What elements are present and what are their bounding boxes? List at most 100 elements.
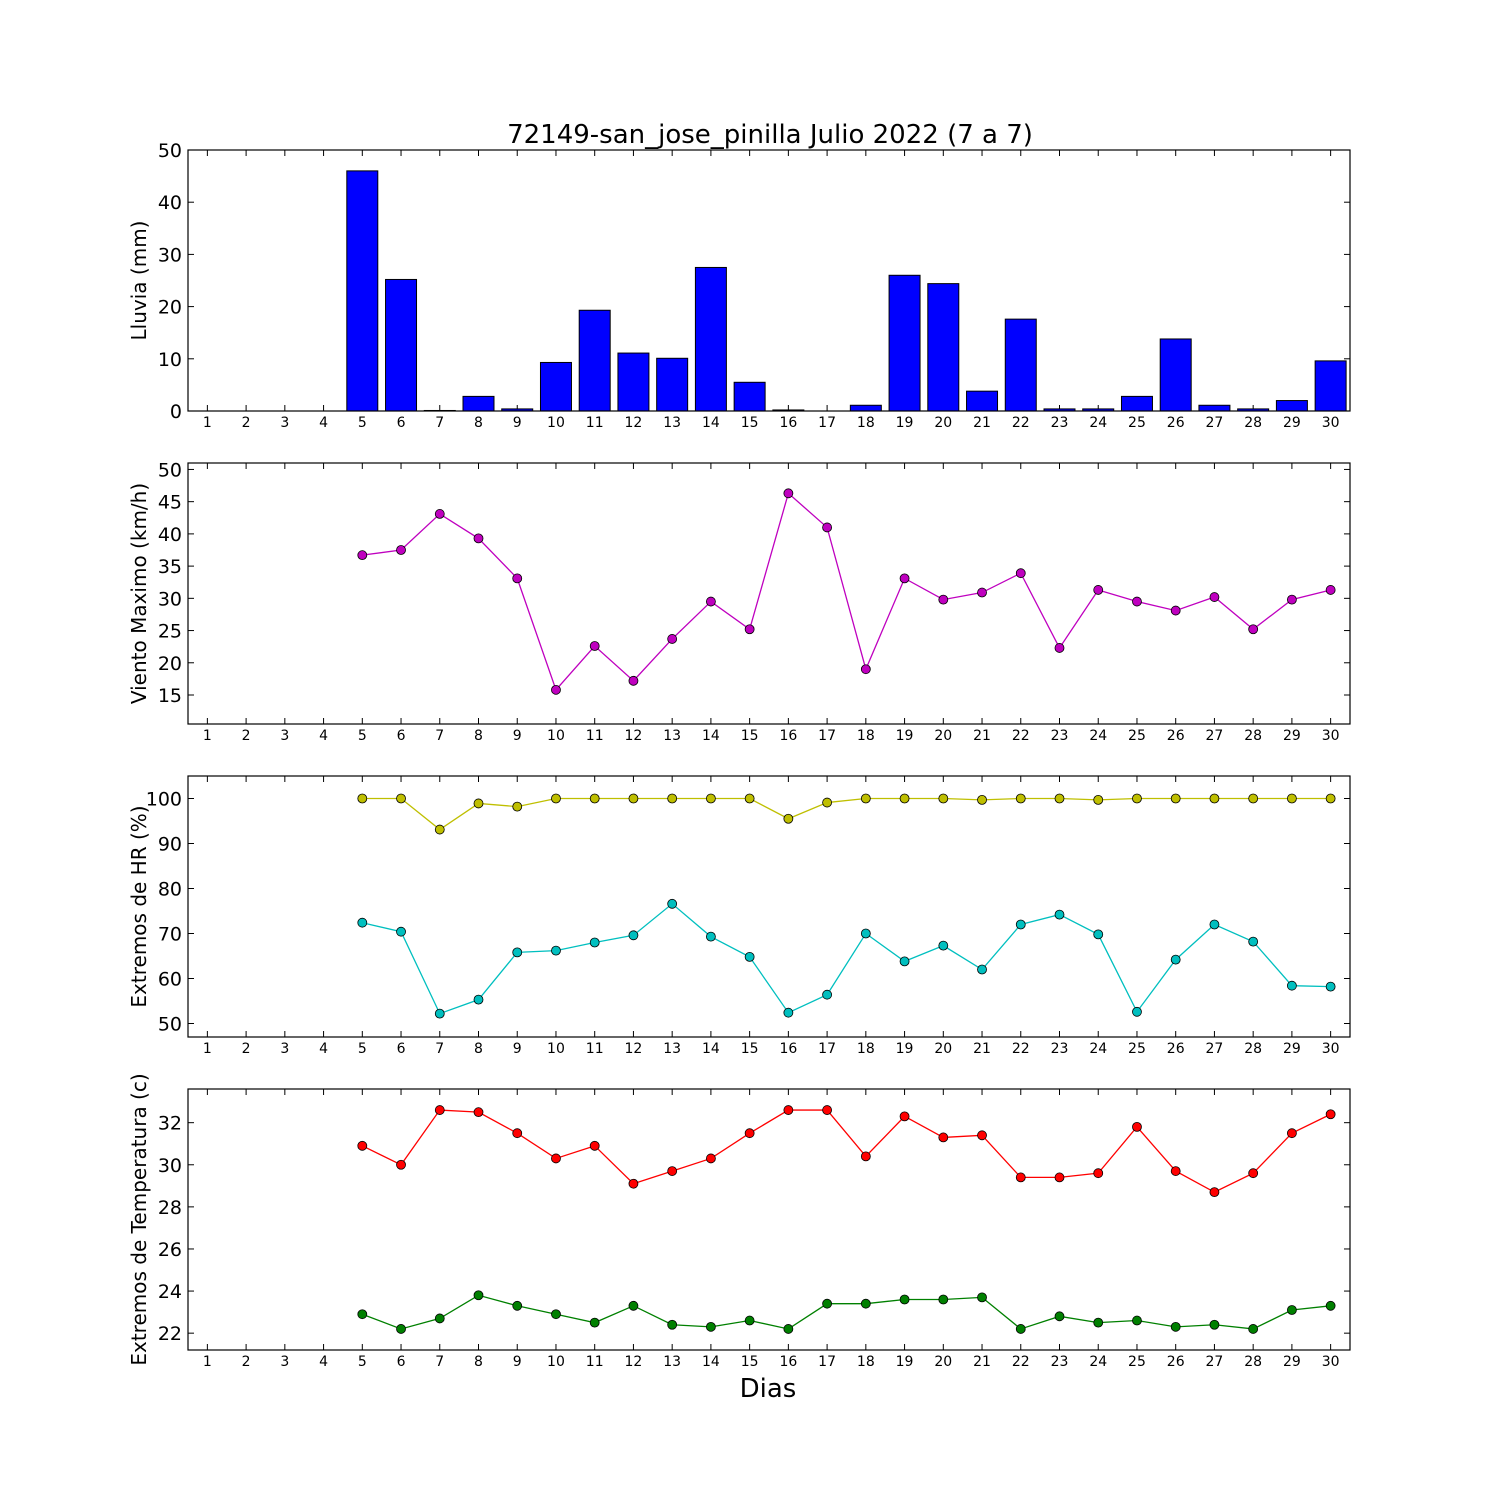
data-point bbox=[1054, 643, 1065, 653]
data-point bbox=[1093, 929, 1104, 940]
data-point bbox=[706, 1321, 716, 1332]
x-tick-label: 23 bbox=[1051, 415, 1069, 431]
y-tick-label: 60 bbox=[158, 969, 182, 991]
data-point bbox=[1209, 592, 1220, 602]
y-tick-label: 25 bbox=[158, 621, 182, 643]
x-tick-label: 12 bbox=[625, 415, 643, 431]
data-point bbox=[1170, 954, 1181, 965]
data-point bbox=[1015, 568, 1026, 579]
data-point bbox=[822, 989, 832, 1000]
x-tick-label: 3 bbox=[280, 1041, 289, 1057]
x-tick-label: 18 bbox=[857, 728, 875, 744]
x-tick-label: 4 bbox=[319, 1041, 328, 1057]
data-point bbox=[899, 793, 910, 804]
bar bbox=[346, 170, 379, 412]
x-tick-label: 20 bbox=[934, 415, 952, 431]
x-tick-label: 17 bbox=[818, 728, 836, 744]
x-tick-label: 27 bbox=[1206, 728, 1224, 744]
x-tick-label: 21 bbox=[973, 415, 991, 431]
x-tick-label: 4 bbox=[319, 1354, 328, 1370]
data-point bbox=[706, 596, 716, 607]
y-tick-label: 50 bbox=[158, 140, 182, 162]
data-point bbox=[1132, 1006, 1142, 1017]
x-tick-label: 30 bbox=[1322, 728, 1340, 744]
x-tick-label: 5 bbox=[358, 728, 367, 744]
data-point bbox=[1287, 793, 1297, 804]
data-point bbox=[1325, 585, 1336, 595]
x-tick-label: 26 bbox=[1167, 728, 1185, 744]
data-point bbox=[1287, 1128, 1297, 1139]
y-tick-label: 50 bbox=[158, 459, 182, 481]
data-point bbox=[396, 545, 406, 555]
data-point bbox=[822, 522, 832, 533]
x-tick-label: 29 bbox=[1283, 1041, 1301, 1057]
data-point bbox=[551, 793, 561, 804]
data-point bbox=[512, 801, 523, 812]
data-point bbox=[822, 797, 832, 808]
y-tick-label: 0 bbox=[170, 401, 182, 423]
data-point bbox=[589, 793, 600, 804]
data-point bbox=[1015, 793, 1026, 804]
y-tick-label: 20 bbox=[158, 297, 182, 319]
data-point bbox=[1054, 1172, 1065, 1183]
x-tick-label: 26 bbox=[1167, 1354, 1185, 1370]
x-tick-label: 3 bbox=[280, 1354, 289, 1370]
x-tick-label: 15 bbox=[741, 728, 759, 744]
data-point bbox=[589, 937, 600, 948]
x-tick-label: 19 bbox=[896, 415, 914, 431]
data-point bbox=[938, 1294, 949, 1305]
bar bbox=[733, 381, 766, 412]
data-point bbox=[744, 793, 755, 804]
data-point bbox=[1209, 1319, 1220, 1330]
x-tick-label: 1 bbox=[203, 728, 212, 744]
x-axis-label: Dias bbox=[740, 1374, 797, 1404]
x-tick-label: 5 bbox=[358, 1354, 367, 1370]
x-tick-label: 24 bbox=[1089, 1041, 1107, 1057]
data-point bbox=[396, 1324, 406, 1334]
x-tick-label: 19 bbox=[896, 1041, 914, 1057]
data-point bbox=[357, 793, 368, 804]
x-tick-label: 19 bbox=[896, 1354, 914, 1370]
data-point bbox=[744, 952, 755, 962]
x-tick-label: 2 bbox=[242, 728, 251, 744]
x-tick-label: 21 bbox=[973, 1041, 991, 1057]
bar bbox=[1198, 404, 1231, 412]
x-tick-label: 28 bbox=[1244, 1354, 1262, 1370]
data-point bbox=[357, 1309, 368, 1320]
x-tick-label: 1 bbox=[203, 1354, 212, 1370]
x-tick-label: 23 bbox=[1051, 1041, 1069, 1057]
y-tick-label: 30 bbox=[158, 244, 182, 266]
x-tick-label: 10 bbox=[547, 728, 565, 744]
x-tick-label: 29 bbox=[1283, 1354, 1301, 1370]
x-tick-label: 3 bbox=[280, 415, 289, 431]
data-point bbox=[473, 798, 484, 809]
y-tick-label: 24 bbox=[158, 1281, 182, 1303]
data-point bbox=[860, 793, 871, 804]
data-point bbox=[977, 794, 987, 805]
y-axis-label: Lluvia (mm) bbox=[127, 221, 151, 341]
x-tick-label: 24 bbox=[1089, 728, 1107, 744]
data-point bbox=[1015, 1172, 1026, 1183]
x-tick-label: 30 bbox=[1322, 1354, 1340, 1370]
x-tick-label: 7 bbox=[435, 1354, 444, 1370]
y-tick-label: 70 bbox=[158, 924, 182, 946]
data-point bbox=[706, 1153, 716, 1164]
data-point bbox=[1287, 980, 1297, 991]
x-tick-label: 6 bbox=[397, 1041, 406, 1057]
data-point bbox=[706, 931, 716, 942]
data-point bbox=[396, 926, 406, 937]
data-point bbox=[667, 793, 678, 804]
data-point bbox=[783, 1007, 794, 1018]
bar bbox=[849, 404, 882, 412]
x-tick-label: 25 bbox=[1128, 1041, 1146, 1057]
x-tick-label: 14 bbox=[702, 728, 720, 744]
x-tick-label: 26 bbox=[1167, 1041, 1185, 1057]
x-tick-label: 22 bbox=[1012, 415, 1030, 431]
data-point bbox=[473, 1290, 484, 1301]
data-point bbox=[1170, 1166, 1181, 1176]
x-tick-label: 4 bbox=[319, 415, 328, 431]
data-point bbox=[1093, 794, 1104, 805]
